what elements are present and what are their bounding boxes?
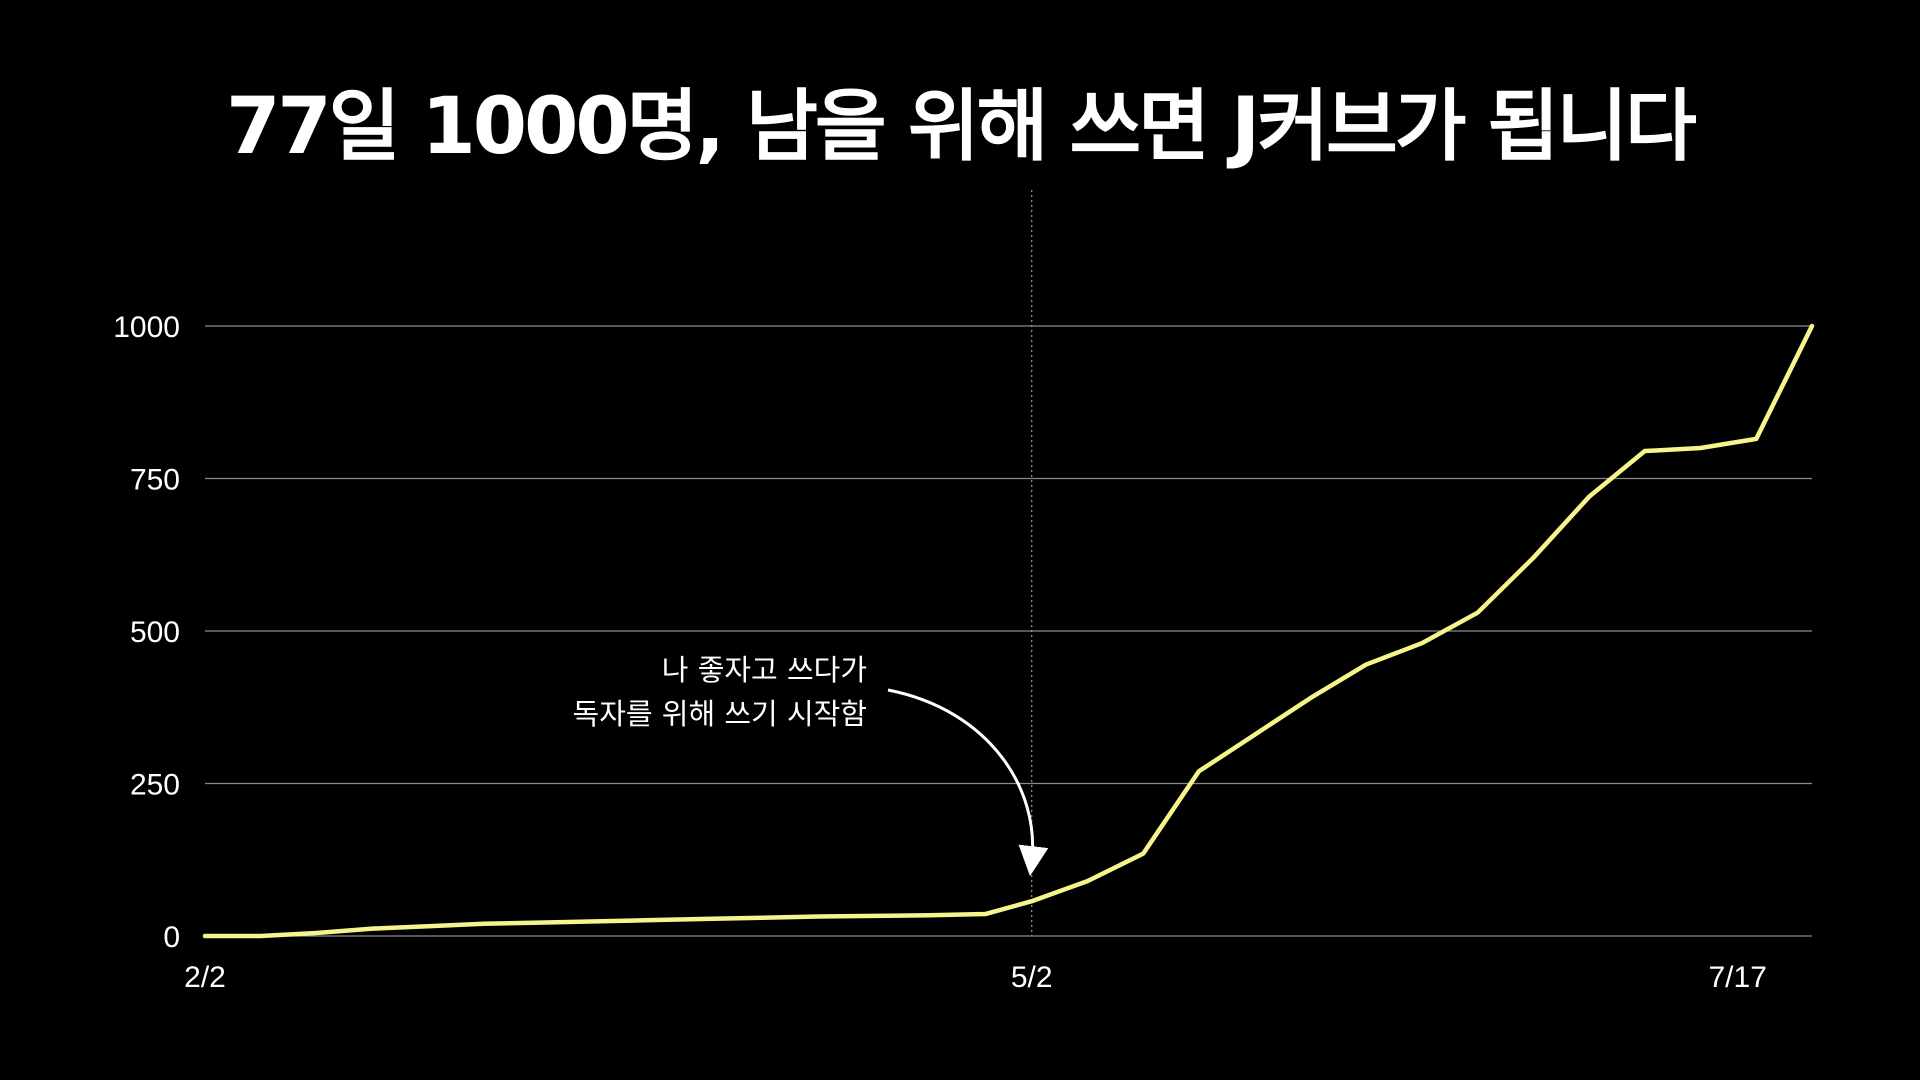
annotation-arrow [887, 688, 1049, 877]
y-tick-label: 500 [130, 616, 180, 649]
series-line [202, 323, 1815, 939]
y-tick-label: 250 [130, 769, 180, 802]
x-tick-label: 2/2 [184, 961, 226, 994]
annotation-text-line: 나 좋자고 쓰다가 [662, 653, 867, 687]
annotation-text-line: 독자를 위해 쓰기 시작함 [573, 697, 867, 731]
x-tick-label: 7/17 [1708, 961, 1766, 994]
y-tick-label: 0 [163, 921, 180, 954]
x-tick-label: 5/2 [1011, 961, 1053, 994]
y-tick-label: 1000 [113, 311, 180, 344]
y-tick-label: 750 [130, 464, 180, 497]
chart-title: 77일 1000명, 남을 위해 쓰면 J커브가 됩니다 [226, 82, 1697, 172]
